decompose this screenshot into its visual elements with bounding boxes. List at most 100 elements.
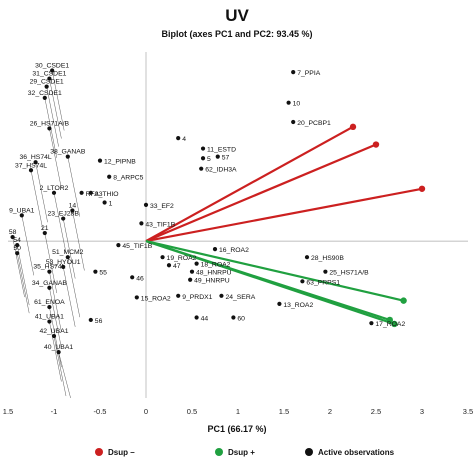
legend-swatch-black — [305, 448, 313, 456]
leader-line — [49, 321, 62, 382]
observation-label: 46 — [136, 275, 144, 282]
observation-point — [176, 293, 181, 298]
observation-point — [134, 295, 139, 300]
vector-endpoint — [418, 185, 426, 192]
x-axis-label: PC1 (66.17 %) — [207, 424, 266, 434]
observation-label: 61_ENOA — [34, 299, 65, 306]
observation-label: 18_ROA2 — [201, 262, 231, 269]
observation-label: 14 — [69, 203, 77, 210]
observation-point — [44, 84, 49, 89]
x-tick-label: 2.5 — [371, 407, 381, 416]
vector-endpoint — [400, 297, 407, 304]
observation-label: 53_HYOU1 — [46, 259, 81, 266]
vector-line — [145, 240, 395, 326]
observation-point — [47, 304, 52, 310]
observation-point — [219, 293, 224, 298]
observation-label: 7_PPIA — [297, 70, 321, 77]
observation-label: 9_PRDX1 — [182, 294, 212, 301]
legend-swatch-red — [95, 448, 103, 456]
leader-line — [63, 218, 76, 279]
observation-point — [143, 202, 149, 207]
observation-point — [51, 333, 57, 339]
legend-label: Dsup + — [228, 448, 255, 457]
legend-swatch-green — [215, 448, 223, 456]
x-tick-label: 2 — [328, 407, 332, 416]
observation-label: 29_CSDE1 — [30, 79, 64, 86]
x-tick-label: 1.5 — [3, 407, 13, 416]
observation-point — [28, 168, 34, 173]
observation-label: 40_UBA1 — [44, 344, 73, 351]
x-tick-label: 3.5 — [463, 407, 473, 416]
observation-label: 1 — [109, 200, 113, 207]
legend-item-dsup-plus: Dsup + — [215, 448, 255, 457]
observation-point — [107, 174, 112, 179]
observation-label: 24_SERA — [225, 294, 255, 301]
leader-line — [49, 287, 62, 348]
observation-point — [88, 317, 93, 323]
observation-label: 26_HS71A/B — [30, 120, 70, 127]
observation-point — [93, 269, 98, 274]
leader-line — [17, 253, 30, 314]
observation-label: 35_HS74L — [33, 264, 65, 271]
observation-label: 4 — [182, 136, 186, 143]
observation-point — [33, 160, 38, 165]
observation-label: 13_ROA2 — [283, 302, 313, 309]
observation-label: 58 — [9, 229, 17, 236]
vector-line — [145, 187, 423, 243]
observation-label: 16_ROA2 — [219, 247, 249, 254]
observation-point — [47, 319, 52, 324]
observation-label: 50 — [13, 245, 21, 252]
observation-label: 33_EF2 — [150, 203, 174, 210]
observation-point — [160, 255, 165, 260]
observation-label: 21 — [41, 225, 49, 232]
vector-endpoint — [372, 141, 380, 148]
observation-label: 20_PCBP1 — [297, 120, 331, 127]
vector-line — [145, 125, 354, 243]
observation-point — [61, 216, 66, 221]
vector-line — [145, 143, 377, 243]
leader-line — [72, 210, 85, 271]
observation-point — [369, 321, 374, 326]
observation-point — [47, 285, 52, 290]
observation-label: 34_GANAB — [32, 280, 68, 287]
observation-point — [286, 100, 291, 105]
observation-point — [277, 301, 282, 306]
x-tick-label: -0.5 — [94, 407, 107, 416]
observation-label: 42_UBA1 — [39, 328, 68, 335]
observation-point — [51, 190, 57, 195]
observation-point — [231, 315, 236, 320]
observation-label: 43_TIF1B — [145, 221, 175, 228]
axes-layer: 1.5 -1 -0.5 0 0.5 1 1.5 2 2.5 3 3.5 — [3, 52, 473, 416]
leader-line — [49, 128, 62, 189]
observation-point — [291, 70, 296, 75]
observation-point — [176, 135, 181, 141]
x-tick-label: 1 — [236, 407, 240, 416]
leader-line — [49, 271, 62, 332]
observation-point — [189, 269, 195, 274]
observation-label: 2_LTOR2 — [40, 185, 69, 192]
observation-label: 32_CSDE1 — [28, 90, 62, 97]
leader-line — [49, 78, 62, 139]
leader-line — [21, 215, 34, 276]
chart-subtitle: Biplot (axes PC1 and PC2: 93.45 %) — [161, 29, 313, 39]
observation-point — [102, 200, 107, 205]
observation-label: 55 — [99, 270, 107, 277]
leader-line — [67, 257, 80, 318]
observation-label: 54 — [13, 237, 21, 244]
legend-label: Dsup – — [108, 448, 135, 457]
observation-point — [61, 264, 66, 269]
observation-point — [79, 190, 84, 195]
leader-line — [44, 233, 57, 294]
observation-label: 10 — [293, 101, 301, 108]
legend-label: Active observations — [318, 448, 395, 457]
points-layer — [10, 68, 374, 355]
observation-point — [304, 255, 310, 260]
observation-point — [194, 315, 199, 320]
observation-point — [56, 350, 61, 355]
vector-endpoint — [391, 320, 398, 328]
observation-label: 47 — [173, 263, 181, 270]
x-tick-label: 1.5 — [279, 407, 289, 416]
observation-point — [323, 269, 328, 274]
